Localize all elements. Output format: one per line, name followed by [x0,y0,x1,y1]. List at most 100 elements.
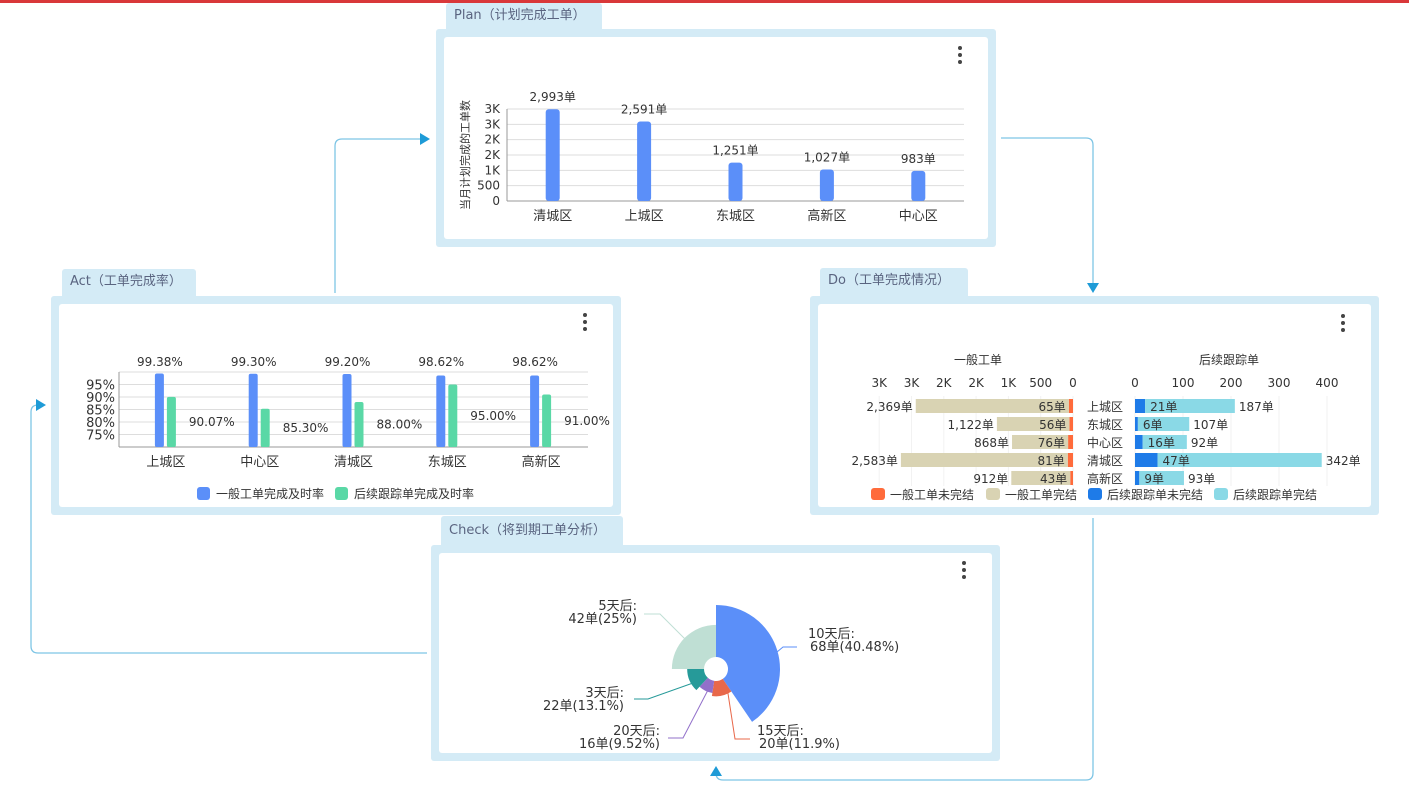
legend-swatch [986,488,1000,500]
data-label: 2,591单 [621,103,667,117]
bar [728,162,743,201]
bar-general-open [1070,471,1073,485]
bar-followup-closed [1142,435,1187,449]
x-tick-label: 300 [1268,376,1291,390]
bar-followup-closed [1137,417,1190,431]
legend-swatch [1088,488,1102,500]
bar-general [530,375,540,447]
data-label: 43单 [1040,472,1067,486]
x-tick-label: 400 [1316,376,1339,390]
x-tick-label: 100 [1172,376,1195,390]
x-tick-label: 2K [968,376,985,390]
data-label: 342单 [1326,454,1361,468]
bar-followup-closed [1157,453,1322,467]
data-label: 93单 [1188,472,1215,486]
bar-followup-open [1135,453,1158,467]
data-label: 9单 [1144,472,1164,486]
more-vertical-icon[interactable] [961,561,967,581]
bar-followup-closed [1145,399,1235,413]
bar-followup [542,394,552,447]
rose-slice [687,669,708,691]
category-label: 中心区 [1087,435,1123,450]
bar-general-closed [915,399,1069,413]
data-label: 2,993单 [530,90,576,104]
slice-label: 20天后: [613,724,660,739]
data-label: 187单 [1239,400,1274,414]
do-tab[interactable]: Do（工单完成情况） [820,268,968,297]
arrow-right-icon [420,133,430,145]
bar-followup [166,396,176,447]
slice-label: 5天后: [598,599,637,614]
x-tick-label: 3K [904,376,921,390]
legend-label: 一般工单完成及时率 [216,486,324,501]
left-chart-title: 一般工单 [954,352,1002,367]
x-tick-label: 清城区 [334,455,373,470]
legend-label: 后续跟踪单完结 [1233,487,1317,502]
x-tick-label: 0 [1069,376,1077,390]
legend-label: 后续跟踪单完成及时率 [354,486,474,501]
bar-followup-open [1135,417,1138,431]
top-accent-bar [0,0,1409,3]
data-label: 95.00% [470,409,516,423]
data-label: 91.00% [564,414,610,428]
legend-label: 一般工单完结 [1005,487,1077,502]
data-label: 16单 [1148,436,1175,450]
data-label: 21单 [1150,400,1177,414]
y-tick-label: 80% [86,416,115,431]
slice-label: 10天后: [808,627,855,642]
x-tick-label: 东城区 [716,209,755,224]
label-leader-line [726,686,750,740]
more-vertical-icon[interactable] [957,46,963,66]
data-label: 92单 [1191,436,1218,450]
y-tick-label: 2K [484,148,501,162]
plan-tab[interactable]: Plan（计划完成工单） [446,3,602,30]
label-leader-line [668,689,709,739]
bar-general [342,374,352,447]
bar-followup-open [1135,471,1140,485]
data-label: 99.20% [325,355,371,369]
data-label: 6单 [1143,418,1163,432]
bar [819,169,834,201]
data-label: 47单 [1163,454,1190,468]
bar-followup-open [1135,435,1143,449]
legend-swatch [871,488,885,500]
rose-slice [671,624,716,669]
y-tick-label: 95% [86,379,115,394]
plan-tab-label: Plan（计划完成工单） [454,8,586,23]
more-vertical-icon[interactable] [582,313,588,333]
data-label: 1,122单 [948,418,994,432]
legend-label: 后续跟踪单未完结 [1107,487,1203,502]
x-tick-label: 东城区 [428,455,467,470]
bar-general [436,375,446,447]
slice-value-label: 16单(9.52%) [579,737,660,752]
check-tab[interactable]: Check（将到期工单分析） [441,516,623,546]
x-tick-label: 500 [1029,376,1052,390]
bar-general [248,373,258,447]
data-label: 2,369单 [866,400,912,414]
data-label: 98.62% [418,355,464,369]
arrow-up-icon [710,766,722,776]
y-tick-label: 0 [492,194,500,208]
more-vertical-icon[interactable] [1340,314,1346,334]
x-tick-label: 中心区 [240,455,279,470]
bar-general-closed [1011,471,1071,485]
bar-followup [448,384,458,447]
act-chart-area [59,304,613,507]
y-tick-label: 3K [484,117,501,131]
x-tick-label: 清城区 [533,209,572,224]
label-leader-line [644,613,687,641]
y-tick-label: 500 [477,179,500,193]
x-tick-label: 3K [871,376,888,390]
data-label: 76单 [1038,436,1065,450]
check-tab-label: Check（将到期工单分析） [449,523,606,538]
data-label: 912单 [973,472,1008,486]
data-label: 90.07% [189,415,235,429]
category-label: 清城区 [1087,454,1123,468]
data-label: 56单 [1039,418,1066,432]
act-tab[interactable]: Act（工单完成率） [62,269,196,297]
legend-swatch [1214,488,1228,500]
slice-value-label: 42单(25%) [568,612,637,627]
do-tab-label: Do（工单完成情况） [828,273,950,288]
category-label: 上城区 [1087,400,1123,414]
arrow-right-icon [36,399,46,411]
